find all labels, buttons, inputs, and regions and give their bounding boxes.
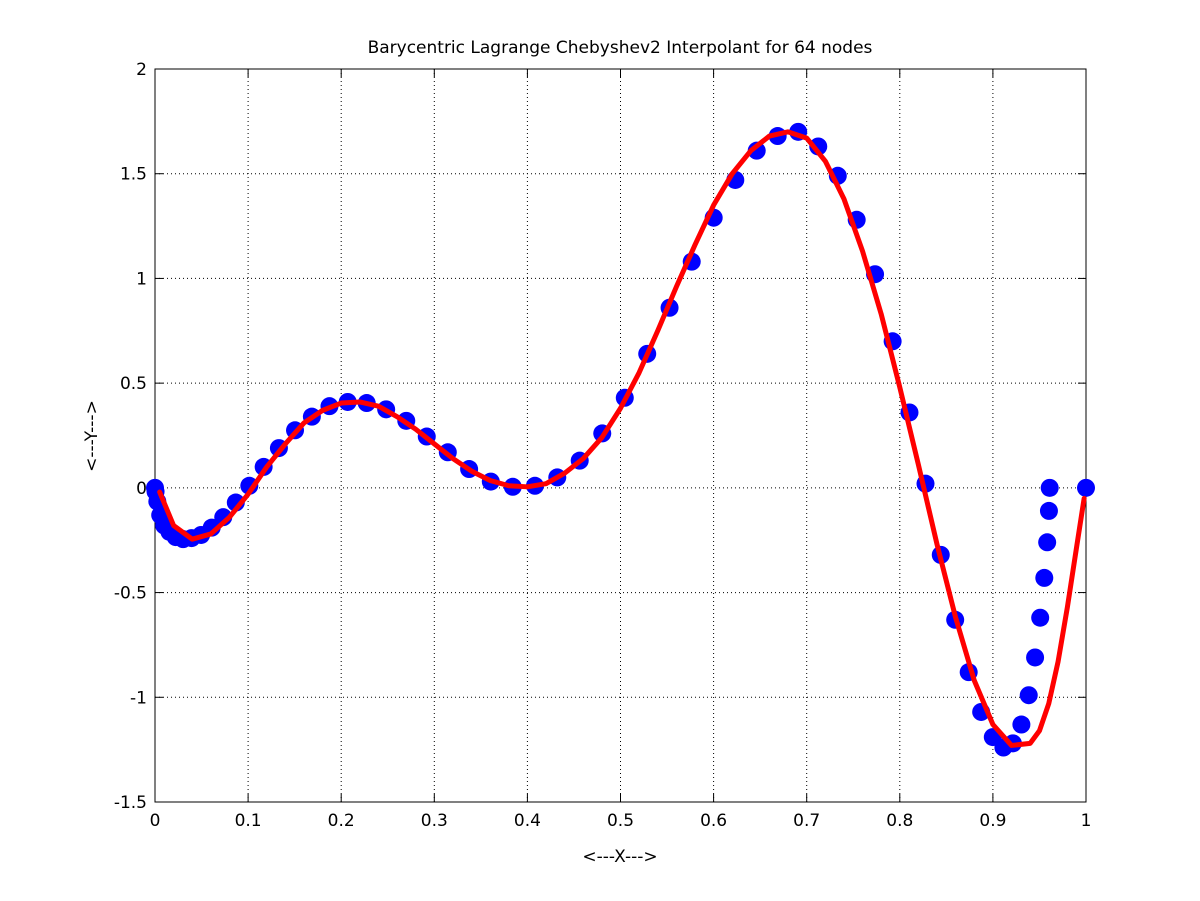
x-tick-label: 0.9 [979,811,1006,831]
x-tick-label: 0.5 [607,811,634,831]
y-axis-label: <---Y---> [82,400,102,472]
y-tick-label: 0 [136,479,147,499]
y-tick-label: 1 [136,269,147,289]
x-tick-label: 0 [150,811,161,831]
x-axis-label: <---X---> [582,847,657,867]
x-tick-label: 0.1 [235,811,262,831]
x-tick-label: 0.3 [421,811,448,831]
x-tick-label: 1 [1081,811,1092,831]
node-marker [1077,479,1095,497]
x-tick-label: 0.7 [793,811,820,831]
y-tick-label: 1.5 [120,165,147,185]
node-marker [1038,533,1056,551]
node-marker [1012,716,1030,734]
y-tick-label: 2 [136,60,147,80]
y-tick-label: 0.5 [120,374,147,394]
node-marker [1020,686,1038,704]
x-tick-label: 0.8 [886,811,913,831]
node-marker [1035,569,1053,587]
x-tick-label: 0.4 [514,811,541,831]
node-marker [1026,648,1044,666]
x-tick-label: 0.2 [328,811,355,831]
y-tick-label: -0.5 [114,584,147,604]
node-marker [1041,479,1059,497]
y-tick-label: -1 [130,688,147,708]
node-marker [1031,609,1049,627]
chart-title: Barycentric Lagrange Chebyshev2 Interpol… [368,38,873,58]
node-marker [1040,502,1058,520]
x-tick-label: 0.6 [700,811,727,831]
y-tick-label: -1.5 [114,793,147,813]
